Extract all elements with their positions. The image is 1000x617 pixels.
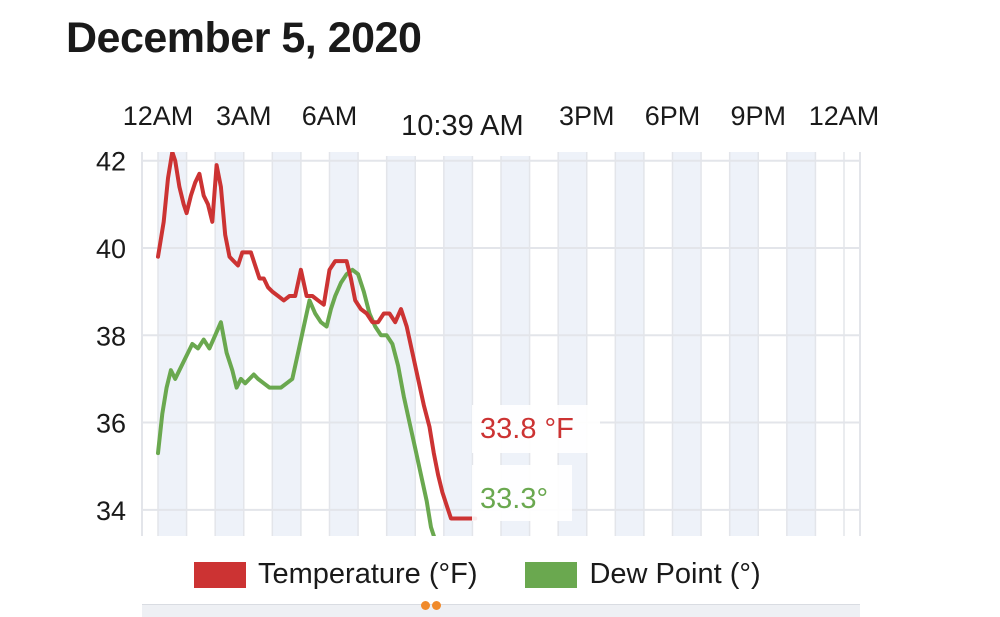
time-cursor[interactable]: 10:39 AM: [378, 102, 547, 156]
y-tick-label: 40: [96, 234, 126, 264]
hour-band: [786, 152, 816, 536]
legend-item-dew-point[interactable]: Dew Point (°): [525, 558, 761, 591]
hour-band: [329, 152, 359, 536]
hour-band: [215, 152, 244, 536]
hour-band: [443, 152, 473, 536]
y-tick-label: 38: [96, 321, 126, 351]
temperature-swatch: [194, 561, 246, 588]
x-tick-label: 3PM: [559, 101, 615, 131]
cursor-time-label: 10:39 AM: [401, 110, 524, 142]
y-axis-ticks: 34 36 38 40 42: [96, 147, 126, 526]
series-layer: [156, 152, 478, 541]
date-title: December 5, 2020: [66, 14, 422, 62]
scroll-handle-dot: [421, 601, 430, 610]
scroll-handle-dot: [432, 601, 441, 610]
y-tick-label: 34: [96, 496, 126, 526]
hour-band: [672, 152, 702, 536]
hour-band: [272, 152, 301, 536]
hour-band: [615, 152, 644, 536]
current-value-labels: 33.8 °F 33.3°: [472, 405, 600, 521]
legend-label-dew-point: Dew Point (°): [589, 558, 761, 590]
x-tick-label: 6PM: [645, 101, 701, 131]
dew-point-value-background: [472, 465, 572, 521]
chart-grid: [141, 152, 861, 536]
temperature-line[interactable]: [156, 152, 478, 521]
x-tick-label: 9PM: [730, 101, 786, 131]
hour-band: [729, 152, 759, 536]
legend-label-temperature: Temperature (°F): [258, 558, 478, 590]
temperature-value-background: [472, 405, 600, 453]
y-tick-label: 36: [96, 409, 126, 439]
timeline-scrollbar[interactable]: [142, 604, 860, 617]
timeline-scroll-handle[interactable]: [421, 601, 443, 610]
legend-item-temperature[interactable]: Temperature (°F): [194, 558, 477, 591]
dew-point-current-value: 33.3°: [480, 483, 548, 515]
hour-band: [158, 152, 187, 536]
x-tick-label: 12AM: [809, 101, 880, 131]
dew-point-line[interactable]: [156, 267, 475, 541]
cursor-label-background: [378, 102, 547, 156]
temperature-current-value: 33.8 °F: [480, 413, 574, 445]
y-tick-label: 42: [96, 147, 126, 177]
x-tick-label: 12AM: [123, 101, 194, 131]
x-tick-label: 3AM: [216, 101, 272, 131]
dew-point-swatch: [525, 561, 578, 588]
chart-legend: Temperature (°F) Dew Point (°): [194, 558, 809, 591]
x-tick-label: 6AM: [302, 101, 358, 131]
